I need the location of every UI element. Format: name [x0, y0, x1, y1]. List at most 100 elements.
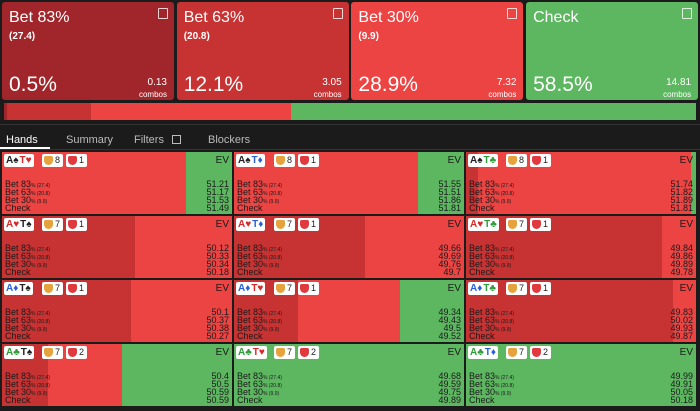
- ev-header: EV: [679, 219, 693, 230]
- action-label: Bet 83% (27.4): [469, 371, 514, 381]
- card: A♠: [238, 155, 251, 166]
- hand-cell[interactable]: A♥ T♠ 7 1 EV Bet 83% (27.4) 50.12 Bet 63% (20.8…: [2, 216, 232, 278]
- ev-value: 50.59: [206, 395, 229, 405]
- action-size: % (27.4): [495, 247, 514, 253]
- blocker-badge: 7: [274, 282, 296, 295]
- hand-cell[interactable]: A♠ T♣ 8 1 EV Bet 83% (27.4) 51.74 Bet 63% (20.8…: [466, 152, 696, 214]
- badge-count: 1: [543, 283, 549, 293]
- action-card[interactable]: Bet 83% (27.4) 0.5% 0.13 combos: [2, 2, 174, 100]
- action-card[interactable]: Check 58.5% 14.81 combos: [526, 2, 699, 100]
- action-card[interactable]: Bet 63% (20.8) 12.1% 3.05 combos: [176, 2, 349, 100]
- badge-icon: [276, 348, 285, 357]
- ev-value: 49.75: [438, 387, 461, 397]
- blocker-badge: 7: [42, 282, 64, 295]
- blocker-badge: 8: [274, 154, 296, 167]
- badge-icon: [276, 284, 285, 293]
- blocker-badge: 7: [42, 218, 64, 231]
- action-size: % (27.4): [263, 183, 282, 189]
- hand-cell[interactable]: A♥ T♦ 7 1 EV Bet 83% (27.4) 49.66 Bet 63% (20.8…: [234, 216, 464, 278]
- action-name: Check: [237, 395, 263, 405]
- action-label: Bet 30% (9.9): [469, 195, 511, 205]
- card: T♥: [19, 155, 32, 166]
- combos-label: combos: [313, 90, 342, 99]
- action-size: % (27.4): [31, 311, 50, 317]
- tab[interactable]: Blockers: [208, 134, 251, 146]
- ev-value: 49.99: [670, 371, 693, 381]
- action-name: Check: [5, 395, 31, 405]
- action-name: Bet 63: [469, 315, 496, 325]
- action-name: Check: [469, 267, 495, 277]
- badge-count: 1: [311, 283, 317, 293]
- action-size: % (20.8): [31, 255, 50, 261]
- blocker-badge: 2: [66, 346, 88, 359]
- action-title: Bet 63%: [183, 9, 245, 26]
- action-label: Check: [469, 267, 495, 277]
- action-size: % (9.9): [495, 327, 512, 333]
- action-name: Bet 83: [237, 243, 264, 253]
- blocker-badge: 7: [274, 218, 296, 231]
- action-label: Check: [237, 203, 263, 213]
- hand-cell[interactable]: A♠ T♦ 8 1 EV Bet 83% (27.4) 51.55 Bet 63% (20.8…: [234, 152, 464, 214]
- hand-cards: A♦ T♥: [236, 282, 266, 295]
- hand-cell[interactable]: A♠ T♥ 8 1 EV Bet 83% (27.4) 51.21 Bet 63% (20.8…: [2, 152, 232, 214]
- action-name: Bet 30: [5, 259, 32, 269]
- action-size: % (9.9): [495, 199, 512, 205]
- ev-value: 49.5: [443, 323, 461, 333]
- hand-cell[interactable]: A♦ T♣ 7 1 EV Bet 83% (27.4) 49.83 Bet 63% (20.8…: [466, 280, 696, 342]
- hand-cell[interactable]: A♥ T♣ 7 1 EV Bet 83% (27.4) 49.84 Bet 63% (20.8…: [466, 216, 696, 278]
- strategy-segment: [673, 280, 696, 342]
- badge-icon: [44, 348, 53, 357]
- card: A♠: [6, 155, 19, 166]
- action-label: Bet 83% (27.4): [237, 179, 282, 189]
- action-label: Bet 63% (20.8): [237, 187, 282, 197]
- action-name: Bet 83: [237, 179, 264, 189]
- action-size: % (20.8): [495, 255, 514, 261]
- ev-header: EV: [215, 219, 229, 230]
- action-label: Bet 30% (9.9): [237, 323, 279, 333]
- action-size: % (27.4): [263, 375, 282, 381]
- hand-cell[interactable]: A♦ T♥ 7 1 EV Bet 83% (27.4) 49.34 Bet 63% (20.8…: [234, 280, 464, 342]
- combos-label: combos: [663, 90, 692, 99]
- hand-cell[interactable]: A♣ T♠ 7 2 EV Bet 83% (27.4) 50.4 Bet 63% (20.8)…: [2, 344, 232, 406]
- ev-value: 49.89: [670, 259, 693, 269]
- ev-value: 51.17: [206, 187, 229, 197]
- ev-header: EV: [447, 347, 461, 358]
- badge-count: 2: [79, 347, 85, 357]
- separator: [0, 124, 700, 125]
- action-label: Bet 30% (9.9): [5, 323, 47, 333]
- ev-value: 49.52: [438, 331, 461, 341]
- action-combos: 0.13: [147, 77, 167, 88]
- action-label: Bet 63% (20.8): [5, 379, 50, 389]
- ev-value: 51.53: [206, 195, 229, 205]
- ev-value: 51.89: [670, 195, 693, 205]
- ev-value: 50.33: [206, 251, 229, 261]
- badge-count: 7: [519, 347, 525, 357]
- card: A♥: [6, 219, 20, 230]
- hand-cards: A♦ T♠: [4, 282, 33, 295]
- strategy-segment: [130, 280, 232, 342]
- hand-cell[interactable]: A♣ T♦ 7 2 EV Bet 83% (27.4) 49.99 Bet 63% (20.8…: [466, 344, 696, 406]
- tab[interactable]: Filters: [134, 134, 164, 146]
- blocker-badge: 8: [42, 154, 64, 167]
- tab[interactable]: Hands: [6, 134, 38, 146]
- tab[interactable]: Summary: [66, 134, 114, 146]
- action-size: % (20.8): [31, 191, 50, 197]
- card: A♣: [238, 347, 252, 358]
- action-size: % (9.9): [263, 263, 280, 269]
- separator: [0, 149, 700, 150]
- ev-value: 49.69: [438, 251, 461, 261]
- action-name: Bet 63: [5, 187, 32, 197]
- hand-cell[interactable]: A♦ T♠ 7 1 EV Bet 83% (27.4) 50.1 Bet 63% (20.8)…: [2, 280, 232, 342]
- action-name: Bet 63: [5, 379, 32, 389]
- action-card[interactable]: Bet 30% (9.9) 28.9% 7.32 combos: [351, 2, 524, 100]
- badge-count: 2: [543, 347, 549, 357]
- badge-icon: [276, 156, 285, 165]
- ev-value: 51.51: [438, 187, 461, 197]
- action-size: % (27.4): [495, 183, 514, 189]
- action-size: % (20.8): [31, 383, 50, 389]
- ev-value: 50.27: [206, 331, 229, 341]
- ev-value: 51.21: [206, 179, 229, 189]
- ev-header: EV: [447, 155, 461, 166]
- strategy-bar-segment: [91, 103, 292, 120]
- hand-cell[interactable]: A♣ T♥ 7 2 EV Bet 83% (27.4) 49.68 Bet 63% (20.8…: [234, 344, 464, 406]
